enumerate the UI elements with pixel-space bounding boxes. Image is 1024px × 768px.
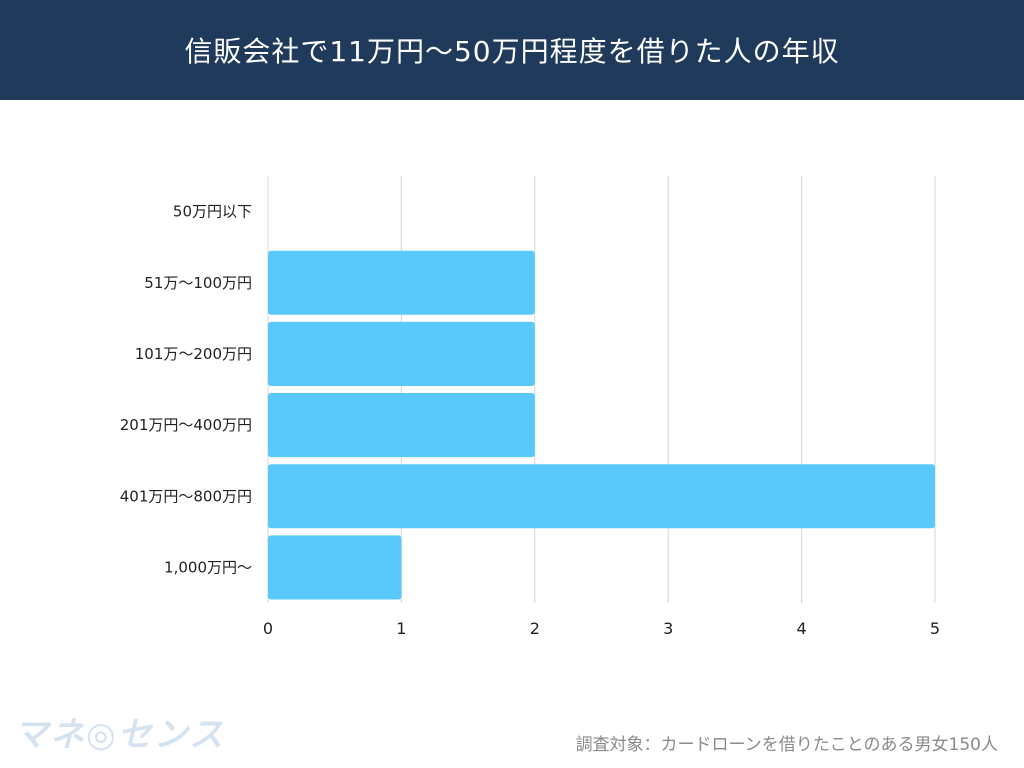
x-tick-label: 1	[396, 619, 406, 638]
x-tick-label: 5	[930, 619, 940, 638]
category-label: 401万円〜800万円	[120, 487, 252, 505]
bar-4	[268, 464, 935, 529]
bar-1	[268, 250, 535, 315]
category-labels: 50万円以下 51万〜100万円 101万〜200万円 201万円〜400万円 401万…	[120, 203, 252, 577]
brand-logo: マネ◎センス	[14, 706, 225, 756]
page-title: 信販会社で11万円〜50万円程度を借りた人の年収	[184, 35, 840, 68]
x-tick-label: 3	[663, 619, 673, 638]
gridlines	[267, 176, 936, 603]
category-label: 50万円以下	[173, 203, 252, 221]
x-tick-label: 4	[797, 619, 807, 638]
category-label: 1,000万円〜	[164, 558, 252, 576]
x-tick-label: 2	[530, 619, 540, 638]
bar-3	[268, 393, 535, 458]
survey-note: 調査対象：カードローンを借りたことのある男女150人	[575, 735, 998, 755]
x-tick-label: 0	[263, 619, 273, 638]
category-label: 101万〜200万円	[135, 345, 252, 363]
bar-2	[268, 321, 535, 386]
category-label: 201万円〜400万円	[120, 416, 252, 434]
logo-text: マネ◎センス	[14, 714, 225, 755]
x-tick-labels: 0 1 2 3 4 5	[263, 619, 940, 638]
header-bar: 信販会社で11万円〜50万円程度を借りた人の年収	[0, 0, 1024, 100]
category-label: 51万〜100万円	[144, 274, 252, 292]
bars	[268, 250, 935, 600]
bar-5	[268, 535, 402, 600]
